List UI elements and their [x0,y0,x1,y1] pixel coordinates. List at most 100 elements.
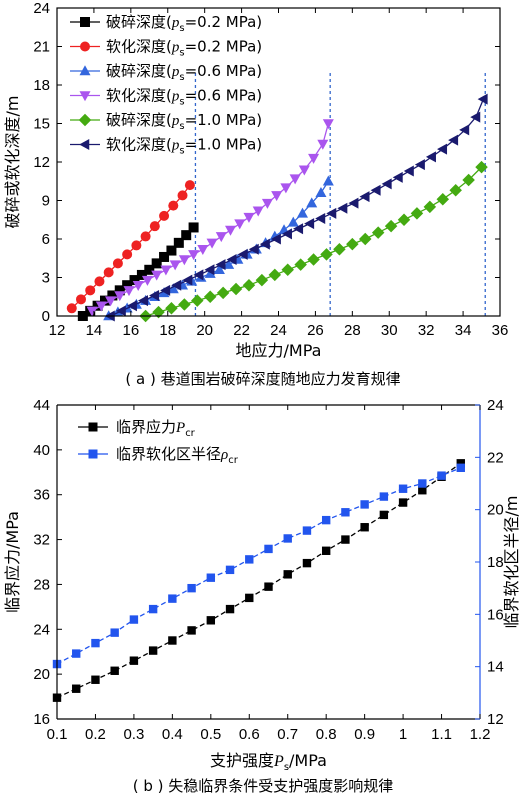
y-tick-label: 9 [42,193,50,210]
data-point [203,290,217,303]
data-point [264,582,273,591]
legend-marker [79,139,90,150]
x-tick-label: 26 [307,322,324,339]
data-point [168,594,177,603]
legend-label-sub: s [179,146,184,157]
data-point [160,265,172,276]
legend-label-tail: =0.6 MPa) [185,87,263,105]
data-point [115,305,126,317]
data-point [122,280,133,291]
data-point [398,484,408,493]
data-point [242,278,256,292]
y-tick-label: 15 [33,116,50,133]
x-tick-label: 0.6 [239,726,260,743]
legend-marker [80,41,90,52]
data-point [322,175,334,186]
legend-label-main: 软化深度( [106,87,172,105]
legend-marker [80,17,90,27]
data-point [280,183,292,194]
data-point [148,646,158,655]
y-right-tick-label: 20 [487,502,504,519]
legend: 破碎深度(ps=0.2 MPa)软化深度(ps=0.2 MPa)破碎深度(ps=… [70,13,262,157]
data-point [348,197,359,209]
data-point [123,286,135,297]
data-point [261,198,273,209]
legend-item: 软化深度(ps=0.2 MPa) [70,38,262,59]
data-point [138,295,149,307]
data-point [414,159,425,171]
data-point [225,565,235,575]
legend-marker [79,91,91,102]
data-point [110,628,119,637]
data-point [317,139,329,150]
legend-label: 软化深度(ps=0.6 MPa) [106,87,262,108]
legend-label-var: p [171,64,180,80]
legend-label-sub: cr [185,428,195,439]
data-point [379,510,389,520]
legend-label-var: p [171,89,180,105]
data-point [359,191,370,203]
data-point [346,237,359,251]
data-point [131,240,142,251]
data-point [114,285,125,296]
series-line [108,180,329,317]
data-point [129,275,140,286]
data-point [151,270,163,281]
y-tick-label: 18 [33,77,50,94]
x-tick-label: 0.8 [316,726,337,743]
data-point [397,213,411,226]
series-5 [139,160,488,323]
data-point [283,534,292,543]
data-point [136,269,147,280]
legend-label-var: p [171,113,180,129]
series-line [56,462,462,699]
legend-label-main: 破碎深度( [106,111,172,129]
data-point [398,498,408,507]
y-left-tick-label: 36 [33,487,50,504]
legend-label-sub: s [179,48,184,59]
data-point [188,222,199,233]
data-point [333,243,346,256]
y-right-axis-label: 临界软化区半径/m [502,496,521,629]
y-tick-label: 12 [33,154,50,171]
y-tick-label: 0 [42,308,50,325]
legend-item: 破碎深度(ps=0.6 MPa) [70,62,262,83]
data-point [99,295,110,306]
data-point [206,238,218,249]
x-tick-label: 0.4 [162,726,183,743]
data-point [188,250,200,261]
data-point [264,544,273,554]
data-point [302,526,312,535]
data-point [234,219,246,230]
data-point [341,535,350,544]
data-point [410,207,424,220]
data-point [245,593,254,603]
legend-marker [88,422,98,432]
data-point [237,248,248,260]
data-point [229,282,243,296]
legend-item: 软化深度(ps=0.6 MPa) [70,87,262,108]
data-point [167,283,179,294]
y-left-axis-label: 临界应力/MPa [3,511,22,613]
series-4 [86,119,334,317]
data-point [243,212,255,223]
y-tick-label: 21 [33,39,50,56]
data-point [315,187,327,198]
data-point [204,264,215,276]
x-label-sub: s [284,762,289,773]
data-point [178,255,190,266]
y-left-tick-label: 20 [33,666,50,683]
legend-marker [79,65,91,76]
legend-label: 软化深度(ps=0.2 MPa) [106,38,262,59]
caption-a: ( a ) 巷道围岩破碎深度随地应力发育规律 [125,370,400,388]
x-tick-label: 36 [492,322,509,339]
data-point [159,251,170,262]
data-point [110,666,119,675]
data-point [107,290,118,301]
legend-label: 临界应力Pcr [116,418,196,439]
data-point [85,285,96,296]
legend-label-tail: =0.2 MPa) [185,13,263,31]
x-label-var: P [273,753,284,770]
y-right-tick-label: 16 [487,606,504,623]
